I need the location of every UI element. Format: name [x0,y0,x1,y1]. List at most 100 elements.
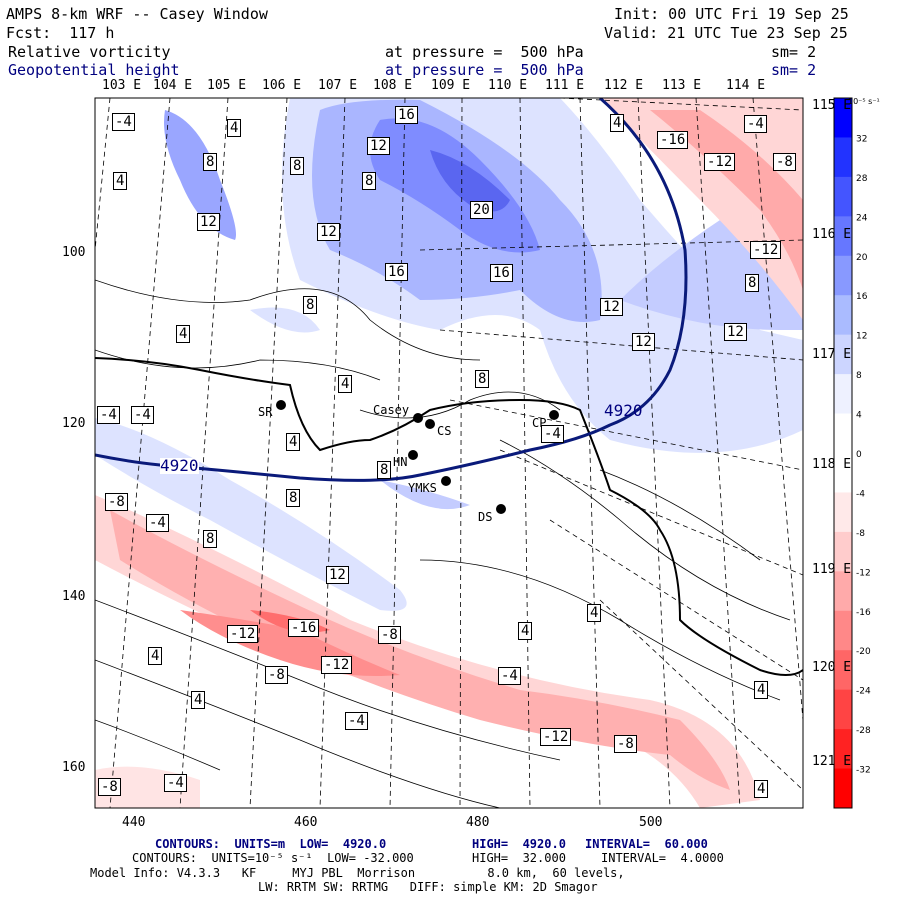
colorbar-label: -4 [856,489,865,499]
height-contour-4920 [95,98,688,482]
contour-label: -12 [540,728,572,746]
colorbar-swatch [834,650,852,691]
contour-label: 4 [754,681,769,699]
footer-height-contours: CONTOURS: UNITS=m LOW= 4920.0 [155,837,387,851]
colorbar-swatch [834,610,852,651]
station-label-cs: CS [437,424,452,438]
contour-label: 4 [610,114,625,132]
colorbar-label: -28 [856,726,871,736]
station-markers [276,400,559,514]
colorbar-frame [833,97,853,809]
contour-label: 4 [286,433,301,451]
colorbar-label: 12 [856,332,867,342]
colorbar-swatch [834,334,852,375]
colorbar-swatch [834,768,852,809]
station-label-sr: SR [258,405,273,419]
contour-label: 8 [303,296,318,314]
top-lon-label: 105 E [207,78,247,93]
contour-label: 8 [203,153,218,171]
contour-label: 12 [326,566,349,584]
colorbar-label: 32 [856,134,867,144]
contour-label: 4 [518,622,533,640]
right-lat-label: 118 E [812,457,852,472]
contour-label: 4 [338,375,353,393]
right-lat-label: 121 E [812,754,852,769]
colorbar-swatch [834,571,852,612]
contour-label: -4 [146,514,169,532]
right-lat-label: 116 E [812,227,852,242]
colorbar-swatch [834,374,852,415]
contour-label: 4 [113,172,128,190]
colorbar-swatch [834,137,852,178]
station-casey-marker [413,413,423,423]
colorbar-label: -8 [856,529,865,539]
top-lon-label: 106 E [262,78,302,93]
valid-time: Valid: 21 UTC Tue 23 Sep 25 [604,24,848,42]
contour-label: -12 [227,625,259,643]
top-lon-label: 103 E [102,78,142,93]
footer-model-info: Model Info: V4.3.3 KF MYJ PBL Morrison 8… [90,866,625,880]
forecast-hour: Fcst: 117 h [6,24,115,42]
footer-physics-info: LW: RRTM SW: RRTMG DIFF: simple KM: 2D S… [258,880,598,894]
field2-name: Geopotential height [8,61,180,79]
contour-label: 16 [395,106,418,124]
map-title: AMPS 8-km WRF -- Casey Window [6,5,268,23]
top-lon-label: 108 E [373,78,413,93]
contour-label: 16 [385,263,408,281]
contour-label: 8 [290,157,305,175]
contour-label: 12 [724,323,747,341]
init-time: Init: 00 UTC Fri 19 Sep 25 [614,5,849,23]
bottom-x-tick: 460 [294,815,318,830]
contour-label: 4 [176,325,191,343]
station-ds-marker [496,504,506,514]
colorbar-label: -12 [856,568,871,578]
bottom-x-tick: 500 [639,815,663,830]
contour-label: -8 [105,493,128,511]
colorbar-swatch [834,453,852,493]
colorbar-label: -24 [856,687,871,697]
contour-label: 4 [227,119,242,137]
contour-label: 12 [367,137,390,155]
colorbar-swatch [834,216,852,257]
colorbar-swatch [834,176,852,217]
colorbar-label: 4 [856,411,862,421]
footer-vorticity-interval: INTERVAL= 4.0000 [601,851,724,865]
bottom-x-tick: 440 [122,815,146,830]
colorbar-label: 0 [856,450,862,460]
top-lon-label: 110 E [488,78,528,93]
contour-label: -12 [321,656,353,674]
colorbar-label: 24 [856,213,868,223]
top-lon-label: 107 E [318,78,358,93]
field1-smoothing: sm= 2 [771,43,817,61]
top-lon-label: 109 E [431,78,471,93]
footer-height-interval: INTERVAL= 60.000 [585,837,708,851]
height-label-left: 4920 [160,456,199,475]
left-y-tick: 100 [62,245,86,260]
contour-label: 8 [362,172,377,190]
vorticity-contours [95,279,791,808]
right-lat-label: 117 E [812,347,852,362]
colorbar-label: 8 [856,371,862,381]
colorbar-swatch [834,255,852,296]
colorbar-label: -20 [856,647,871,657]
vorticity-colorbar: 32 28 24 20 16 12 8 4 0 -4 -8 -12 -16 -20 -24 -28 -32 10⁻… [833,97,880,809]
colorbar-swatch [834,295,852,336]
contour-label: -8 [98,778,121,796]
top-lon-label: 104 E [153,78,193,93]
station-ymks-marker [441,476,451,486]
contour-label: -12 [704,153,736,171]
contour-label: 8 [203,530,218,548]
contour-label: -16 [288,619,320,637]
colorbar-label: 16 [856,292,868,302]
contour-label: 4 [191,691,206,709]
field1-name: Relative vorticity [8,43,171,61]
contour-label: -4 [164,774,187,792]
coastline [95,357,803,676]
contour-label: -4 [345,712,368,730]
station-label-hn: HN [393,455,408,469]
colorbar-unit: 10⁻⁵ s⁻¹ [848,97,880,106]
colorbar-swatch [834,492,852,533]
contour-label: 16 [490,264,513,282]
colorbar-label: -32 [856,766,871,776]
